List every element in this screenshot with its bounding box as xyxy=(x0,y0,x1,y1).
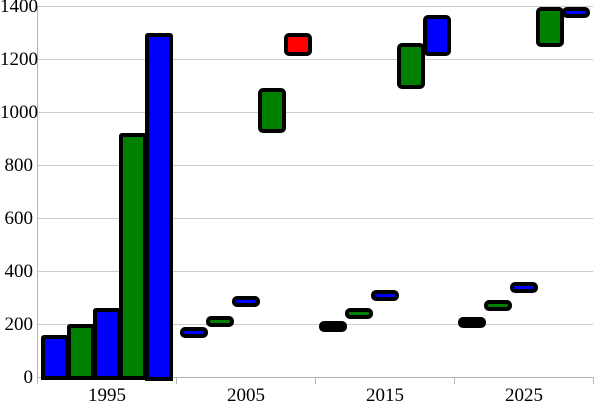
y-axis-line xyxy=(37,6,38,377)
bar-2025-slot3-blue xyxy=(510,282,538,293)
bar-1995-slot5-blue xyxy=(145,33,173,381)
gridline-1200 xyxy=(37,59,593,60)
y-tick-label-0: 0 xyxy=(23,367,34,388)
x-axis-tick xyxy=(454,378,455,384)
gridline-600 xyxy=(37,218,593,219)
x-axis-tick xyxy=(315,378,316,384)
bar-1995-slot1-blue xyxy=(41,335,69,380)
bar-2025-slot1-black xyxy=(458,317,486,328)
gridline-800 xyxy=(37,165,593,166)
x-axis-line xyxy=(37,377,594,378)
x-axis-tick xyxy=(593,378,594,384)
y-tick-label-400: 400 xyxy=(4,261,34,282)
bar-2025-slot4-green xyxy=(536,7,564,47)
bar-2005-slot4-green xyxy=(258,88,286,133)
bar-2005-slot3-blue xyxy=(232,296,260,307)
bar-2025-slot2-green xyxy=(484,300,512,311)
bar-2015-slot4-green xyxy=(397,43,425,89)
bar-2005-slot2-green xyxy=(206,316,234,327)
bar-2015-slot2-green xyxy=(345,308,373,319)
y-tick-label-600: 600 xyxy=(4,208,34,229)
gridline-400 xyxy=(37,271,593,272)
bar-1995-slot2-green xyxy=(67,324,95,380)
x-category-label-1995: 1995 xyxy=(88,385,126,405)
bar-2015-slot3-blue xyxy=(371,290,399,301)
bar-2005-slot5-red xyxy=(284,33,312,56)
bar-2015-slot5-blue xyxy=(423,15,451,56)
bar-2015-slot1-black xyxy=(319,321,347,332)
y-tick-label-800: 800 xyxy=(4,155,34,176)
y-tick-label-200: 200 xyxy=(4,314,34,335)
gridline-1400 xyxy=(37,6,593,7)
x-axis-tick xyxy=(176,378,177,384)
x-category-label-2005: 2005 xyxy=(227,385,265,405)
bar-1995-slot4-green xyxy=(119,133,147,380)
bar-1995-slot3-blue xyxy=(93,308,121,380)
gridline-200 xyxy=(37,324,593,325)
gridline-1000 xyxy=(37,112,593,113)
bar-2025-slot5-blue xyxy=(562,7,590,18)
y-tick-label-1200: 1200 xyxy=(0,49,38,70)
x-category-label-2025: 2025 xyxy=(505,385,543,405)
y-tick-label-1000: 1000 xyxy=(0,102,38,123)
x-axis-tick xyxy=(37,378,38,384)
y-tick-label-1400: 1400 xyxy=(0,0,38,17)
bar-2005-slot1-blue xyxy=(180,327,208,338)
x-category-label-2015: 2015 xyxy=(366,385,404,405)
